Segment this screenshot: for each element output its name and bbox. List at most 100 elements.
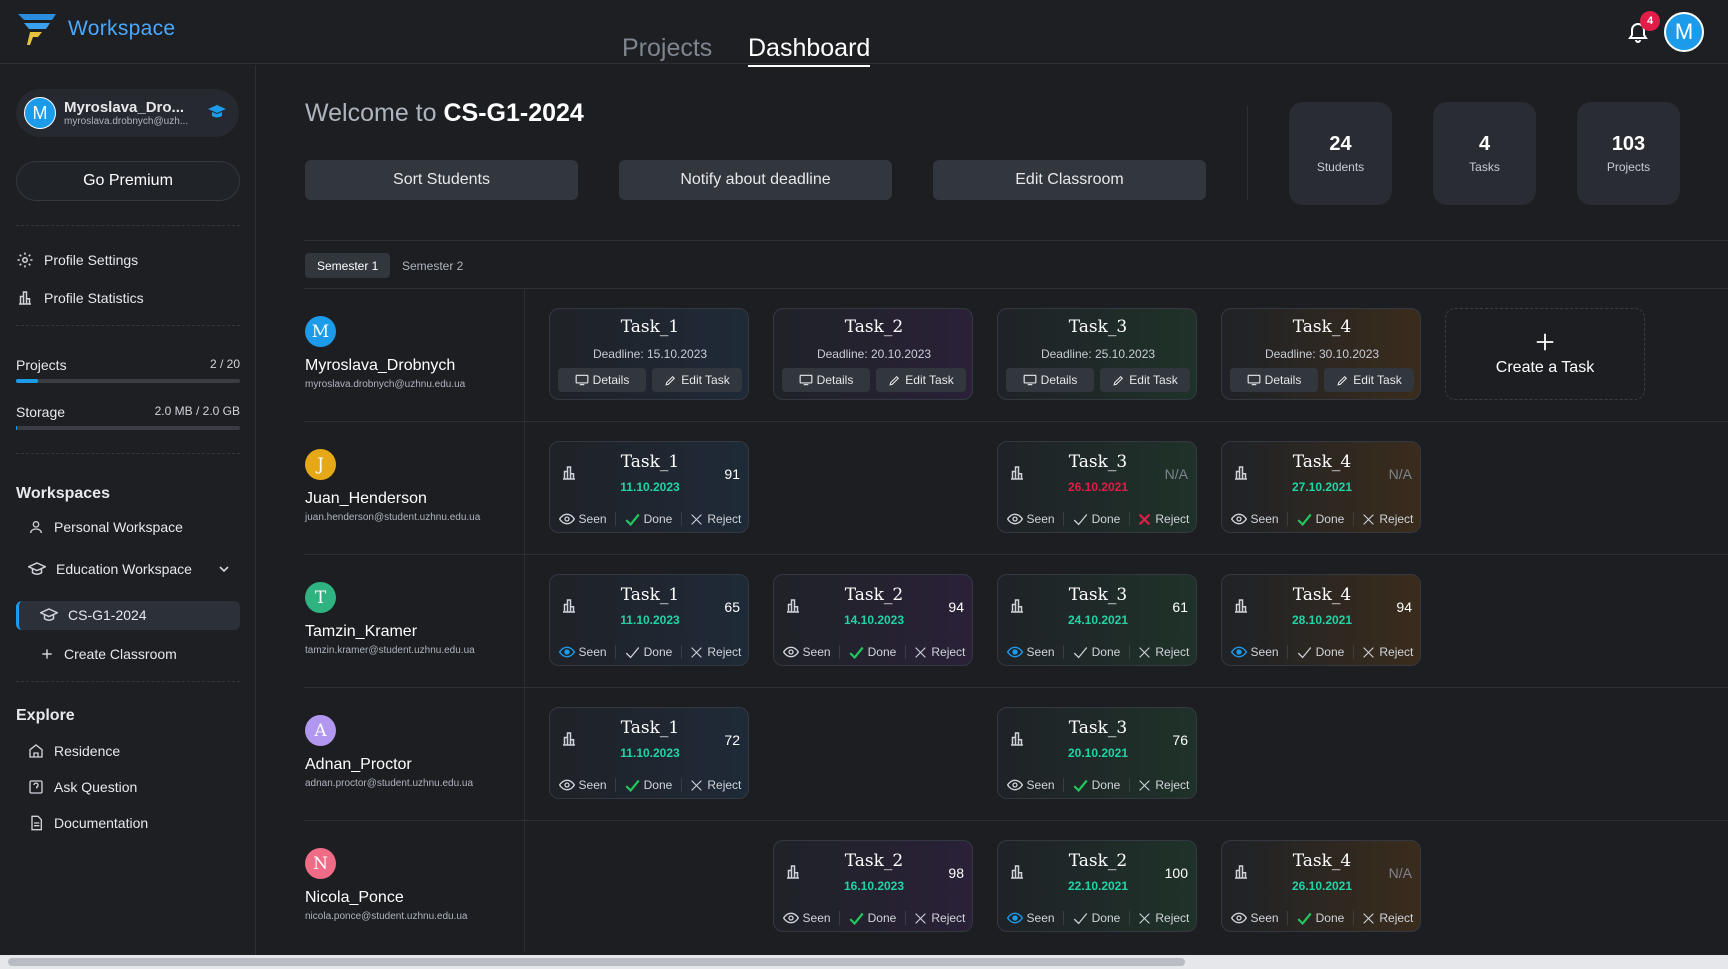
details-button[interactable]: Details [1230,368,1318,392]
sidebar-item-residence[interactable]: Residence [28,743,120,759]
done-button[interactable]: Done [1297,911,1344,925]
create-classroom-button[interactable]: Create Classroom [40,646,177,662]
reject-button[interactable]: Reject [690,512,741,526]
edit-task-button[interactable]: Edit Task [1324,368,1414,392]
done-button[interactable]: Done [625,778,672,792]
reject-button[interactable]: Reject [1138,778,1189,792]
student-row[interactable]: J Juan_Henderson juan.henderson@student.… [305,449,480,523]
seen-button[interactable]: Seen [558,778,607,792]
submission-card[interactable]: Task_2 22.10.2021 100 Seen Done Reject [997,840,1197,932]
submission-card[interactable]: Task_3 24.10.2021 61 Seen Done Reject [997,574,1197,666]
done-button[interactable]: Done [849,911,896,925]
seen-button[interactable]: Seen [1006,911,1055,925]
done-button[interactable]: Done [1073,512,1120,526]
task-card[interactable]: Task_1 Deadline: 15.10.2023 Details Edit… [549,308,749,400]
stats-button[interactable] [560,597,578,615]
details-button[interactable]: Details [1006,368,1094,392]
stats-button[interactable] [560,730,578,748]
stats-button[interactable] [1008,597,1026,615]
student-row[interactable]: N Nicola_Ponce nicola.ponce@student.uzhn… [305,848,468,922]
go-premium-button[interactable]: Go Premium [16,161,240,201]
done-button[interactable]: Done [1073,645,1120,659]
done-button[interactable]: Done [1297,512,1344,526]
stats-button[interactable] [784,863,802,881]
stats-button[interactable] [1232,597,1250,615]
details-button[interactable]: Details [782,368,870,392]
reject-button[interactable]: Reject [1138,512,1189,526]
seen-button[interactable]: Seen [782,911,831,925]
stats-button[interactable] [1008,464,1026,482]
edit-classroom-button[interactable]: Edit Classroom [933,160,1206,200]
brand[interactable]: Workspace [16,12,175,46]
submission-card[interactable]: Task_1 11.10.2023 65 Seen Done Reject [549,574,749,666]
tab-semester-1[interactable]: Semester 1 [305,253,391,278]
edit-task-button[interactable]: Edit Task [876,368,966,392]
sidebar-item-education-workspace[interactable]: Education Workspace [28,561,232,577]
submission-card[interactable]: Task_4 27.10.2021 N/A Seen Done Reject [1221,441,1421,533]
reject-button[interactable]: Reject [1138,645,1189,659]
submission-card[interactable]: Task_1 11.10.2023 91 Seen Done Reject [549,441,749,533]
notify-deadline-button[interactable]: Notify about deadline [619,160,892,200]
seen-button[interactable]: Seen [782,645,831,659]
reject-button[interactable]: Reject [690,645,741,659]
sidebar-item-documentation[interactable]: Documentation [28,815,148,831]
tab-projects[interactable]: Projects [622,34,713,62]
edit-task-button[interactable]: Edit Task [1100,368,1190,392]
sort-students-button[interactable]: Sort Students [305,160,578,200]
done-button[interactable]: Done [625,512,672,526]
sidebar-item-profile-settings[interactable]: Profile Settings [16,251,138,269]
tab-semester-2[interactable]: Semester 2 [402,258,464,273]
task-card[interactable]: Task_4 Deadline: 30.10.2023 Details Edit… [1221,308,1421,400]
sidebar-item-classroom[interactable]: CS-G1-2024 [40,607,147,623]
horizontal-scrollbar[interactable] [0,955,1728,969]
submission-card[interactable]: Task_2 16.10.2023 98 Seen Done Reject [773,840,973,932]
seen-button[interactable]: Seen [1006,645,1055,659]
seen-button[interactable]: Seen [1006,778,1055,792]
stats-button[interactable] [1008,863,1026,881]
edit-task-button[interactable]: Edit Task [652,368,742,392]
reject-button[interactable]: Reject [1362,645,1413,659]
user-avatar[interactable]: M [1664,12,1704,52]
chevron-down-icon[interactable] [216,561,232,577]
sidebar-item-ask-question[interactable]: Ask Question [28,779,137,795]
seen-button[interactable]: Seen [1006,512,1055,526]
reject-button[interactable]: Reject [1138,911,1189,925]
reject-button[interactable]: Reject [1362,512,1413,526]
stats-button[interactable] [1008,730,1026,748]
task-card[interactable]: Task_2 Deadline: 20.10.2023 Details Edit… [773,308,973,400]
seen-button[interactable]: Seen [558,512,607,526]
create-task-button[interactable]: Create a Task [1445,308,1645,400]
reject-button[interactable]: Reject [914,645,965,659]
seen-button[interactable]: Seen [1230,512,1279,526]
done-button[interactable]: Done [1073,778,1120,792]
student-row[interactable]: T Tamzin_Kramer tamzin.kramer@student.uz… [305,582,475,656]
done-button[interactable]: Done [625,645,672,659]
seen-button[interactable]: Seen [558,645,607,659]
stats-button[interactable] [1232,863,1250,881]
submission-card[interactable]: Task_2 14.10.2023 94 Seen Done Reject [773,574,973,666]
done-button[interactable]: Done [1073,911,1120,925]
reject-button[interactable]: Reject [690,778,741,792]
details-button[interactable]: Details [558,368,646,392]
seen-button[interactable]: Seen [1230,645,1279,659]
submission-card[interactable]: Task_4 26.10.2021 N/A Seen Done Reject [1221,840,1421,932]
sidebar-item-profile-statistics[interactable]: Profile Statistics [16,289,144,307]
student-row[interactable]: A Adnan_Proctor adnan.proctor@student.uz… [305,715,473,789]
student-row[interactable]: M Myroslava_Drobnych myroslava.drobnych@… [305,316,465,390]
stats-button[interactable] [560,464,578,482]
seen-button[interactable]: Seen [1230,911,1279,925]
submission-card[interactable]: Task_1 11.10.2023 72 Seen Done Reject [549,707,749,799]
tab-dashboard[interactable]: Dashboard [748,34,871,67]
reject-button[interactable]: Reject [1362,911,1413,925]
stats-button[interactable] [784,597,802,615]
sidebar-item-personal-workspace[interactable]: Personal Workspace [28,519,183,535]
scrollbar-thumb[interactable] [8,958,1185,966]
reject-button[interactable]: Reject [914,911,965,925]
profile-chip[interactable]: M Myroslava_Dro... myroslava.drobnych@uz… [16,89,239,137]
task-card[interactable]: Task_3 Deadline: 25.10.2023 Details Edit… [997,308,1197,400]
submission-card[interactable]: Task_4 28.10.2021 94 Seen Done Reject [1221,574,1421,666]
done-button[interactable]: Done [1297,645,1344,659]
submission-card[interactable]: Task_3 20.10.2021 76 Seen Done Reject [997,707,1197,799]
submission-card[interactable]: Task_3 26.10.2021 N/A Seen Done Reject [997,441,1197,533]
done-button[interactable]: Done [849,645,896,659]
